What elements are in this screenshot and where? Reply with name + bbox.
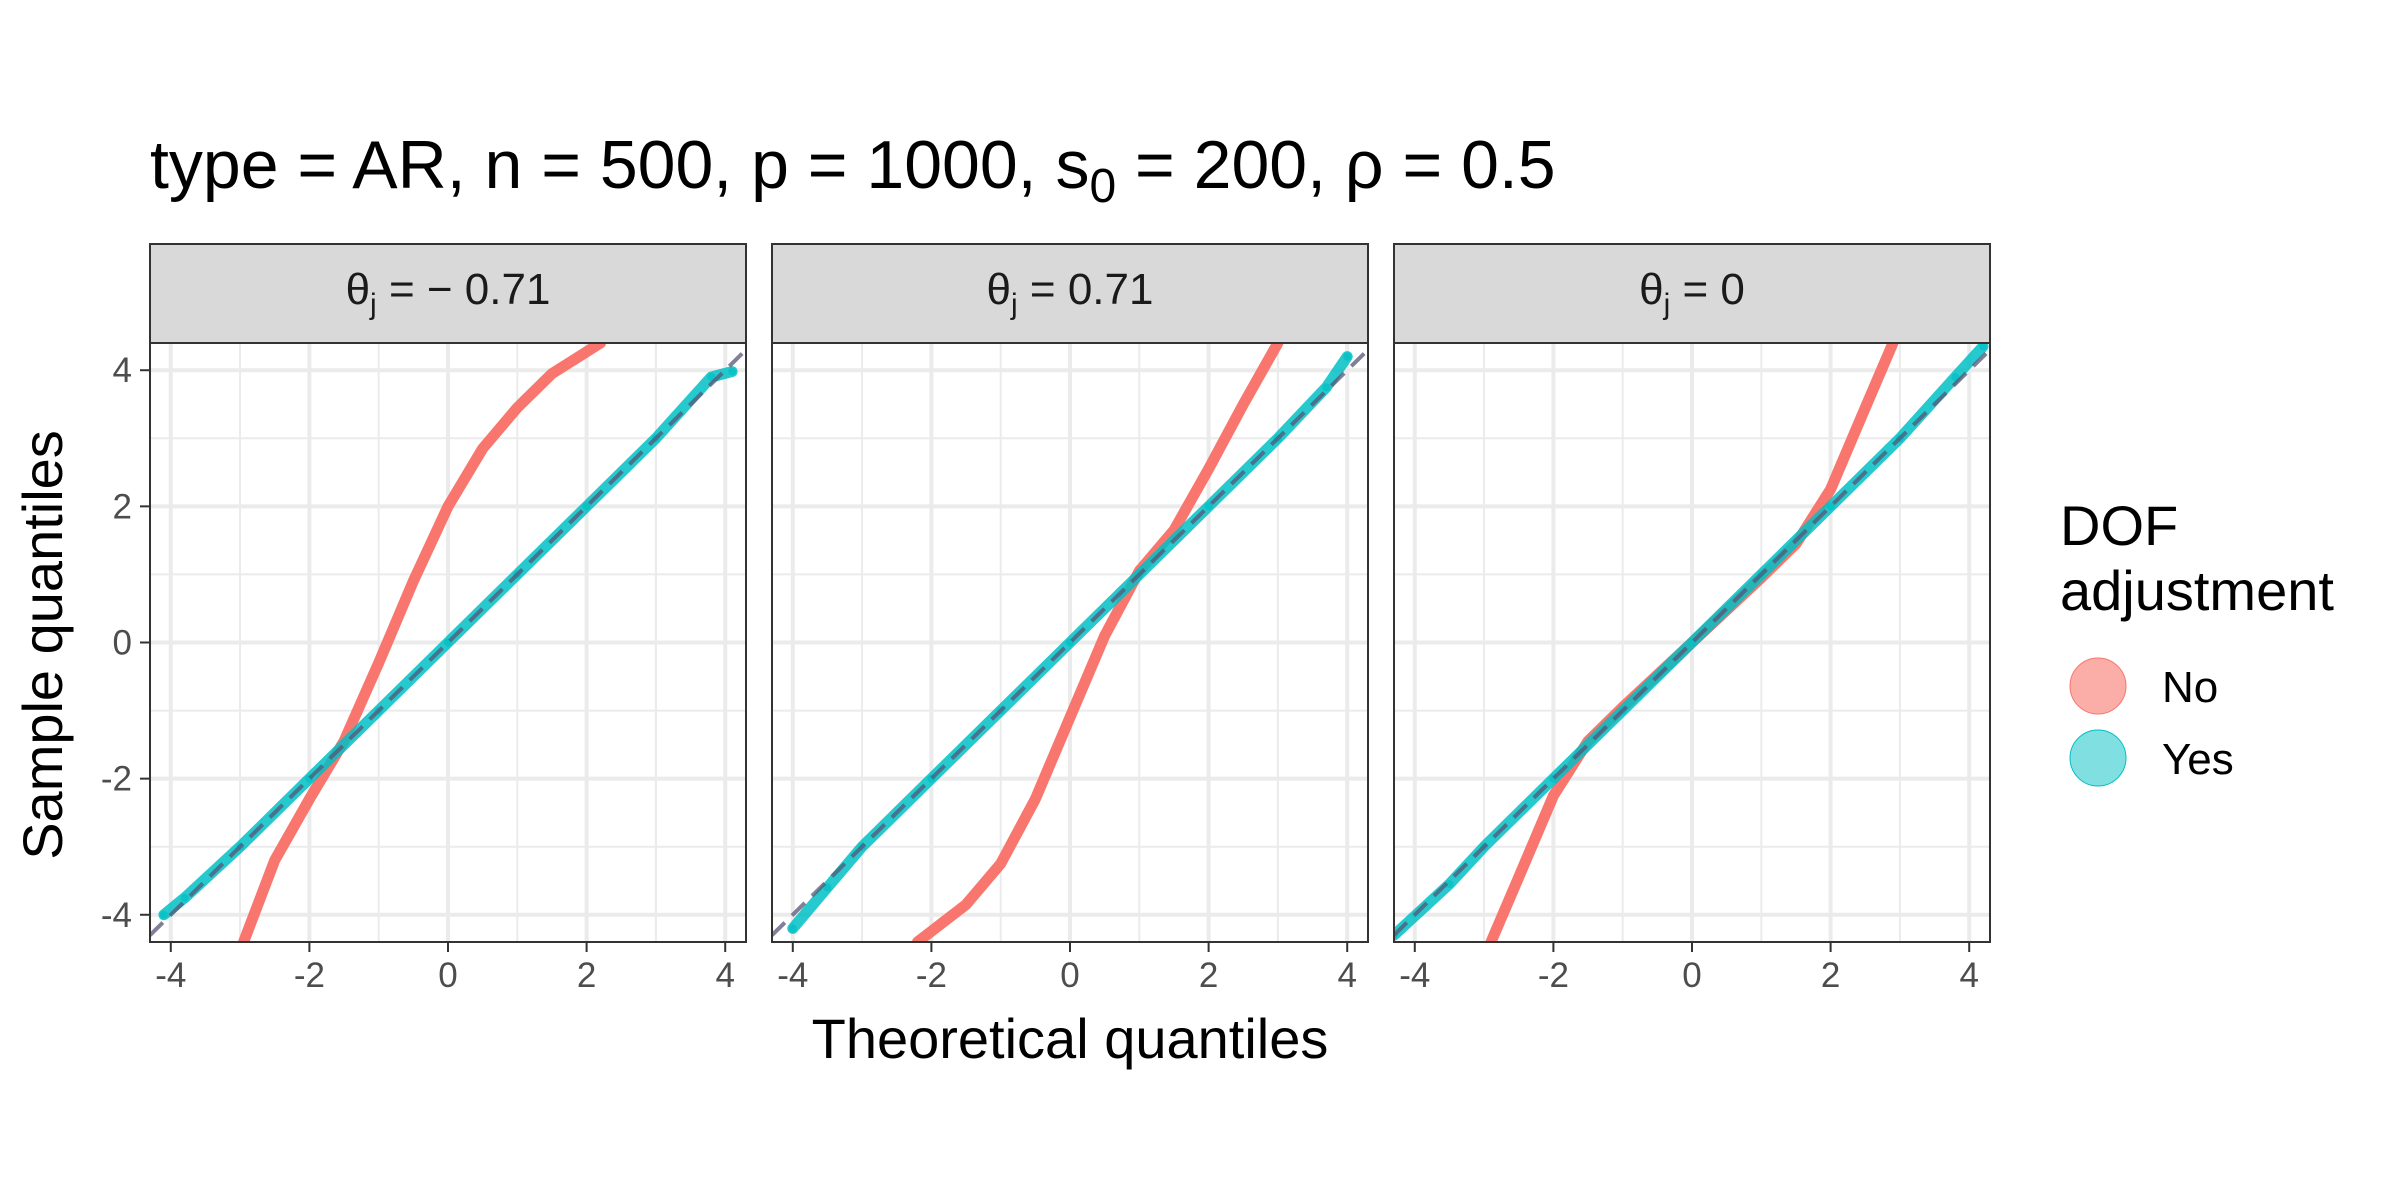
y-axis-title: Sample quantiles [11, 430, 74, 860]
data-point-yes [1826, 502, 1835, 511]
data-point-no [270, 856, 279, 865]
data-point-no [1861, 403, 1870, 412]
x-tick-label: -4 [1399, 956, 1430, 995]
x-tick-label: 0 [1060, 956, 1079, 995]
panel-content [1394, 343, 1990, 942]
data-point-yes [788, 924, 797, 933]
data-point-no [1031, 795, 1040, 804]
x-tick-label: 0 [1682, 956, 1701, 995]
data-point-no [1826, 485, 1835, 494]
x-tick-label: 2 [1821, 956, 1840, 995]
legend-key-no [2069, 657, 2127, 715]
data-point-yes [1322, 383, 1331, 392]
x-tick-label: 2 [577, 956, 596, 995]
legend: DOF adjustment No Yes [2060, 494, 2334, 787]
facet-strip-label: θj = 0.71 [987, 265, 1154, 321]
data-point-no [444, 502, 452, 511]
data-point-no [1239, 400, 1248, 409]
data-point-yes [582, 502, 591, 511]
data-point-no [513, 403, 522, 412]
data-point-yes [707, 373, 716, 382]
facet-strip-label: θj = 0 [1639, 265, 1745, 321]
y-tick-label: -2 [101, 760, 132, 799]
facet-strip [771, 243, 1369, 344]
data-point-no [409, 577, 418, 586]
legend-label-yes: Yes [2162, 735, 2234, 784]
data-point-yes [1445, 880, 1454, 889]
facet-strip-label: θj = − 0.71 [346, 265, 551, 321]
x-tick-label: -4 [155, 956, 186, 995]
legend-title-line2: adjustment [2060, 559, 2334, 622]
data-point-yes [180, 893, 189, 902]
x-tick-label: 2 [1199, 956, 1218, 995]
x-tick-label: -2 [916, 956, 947, 995]
data-point-no [996, 859, 1005, 868]
data-point-no [962, 900, 971, 909]
legend-title-line1: DOF [2060, 494, 2178, 557]
panel-3: θj = 0 -4 -2 0 2 4 [1393, 243, 1991, 995]
legend-label-no: No [2162, 663, 2218, 712]
panel-2: θj = 0.71 -4 -2 0 2 4 [771, 243, 1369, 995]
data-point-no [1204, 464, 1213, 473]
x-axis-title: Theoretical quantiles [812, 1007, 1329, 1070]
x-tick-label: 0 [438, 956, 457, 995]
data-point-yes [1979, 343, 1988, 351]
chart-title: type = AR, n = 500, p = 1000, s0 = 200, … [150, 127, 1556, 213]
x-tick-label: -4 [777, 956, 808, 995]
facet-strip [1393, 243, 1991, 344]
data-point-no [1549, 791, 1558, 800]
facet-strip [149, 243, 747, 344]
x-tick-label: 4 [1959, 956, 1978, 995]
data-point-no [1100, 631, 1109, 640]
data-point-yes [1343, 352, 1352, 361]
panel-content [772, 343, 1368, 942]
y-tick-label: 0 [113, 624, 132, 663]
x-tick-label: 4 [1337, 956, 1356, 995]
x-tick-label: -2 [1538, 956, 1569, 995]
data-point-yes [728, 367, 737, 376]
data-point-no [374, 658, 383, 667]
y-tick-label: -4 [101, 896, 132, 935]
data-point-yes [823, 883, 832, 892]
data-point-yes [1951, 373, 1960, 382]
y-tick-label: 4 [113, 351, 132, 390]
legend-key-yes [2069, 729, 2127, 787]
data-point-no [547, 369, 556, 378]
x-tick-label: 4 [715, 956, 734, 995]
data-point-no [1514, 873, 1523, 882]
data-point-no [1066, 713, 1074, 722]
facet-panels: θj = − 0.71 -4 -2 0 2 4 4 2 0 -2 -4 θj = 0.71 -4 -2 0 2… [101, 243, 1991, 995]
data-point-no [478, 444, 487, 453]
data-point-yes [1204, 502, 1213, 511]
panel-content [150, 343, 746, 942]
y-tick-label: 2 [113, 487, 132, 526]
data-point-no [305, 795, 314, 804]
data-point-yes [159, 910, 168, 919]
panel-1: θj = − 0.71 -4 -2 0 2 4 4 2 0 -2 -4 [101, 243, 747, 995]
x-tick-label: -2 [294, 956, 325, 995]
